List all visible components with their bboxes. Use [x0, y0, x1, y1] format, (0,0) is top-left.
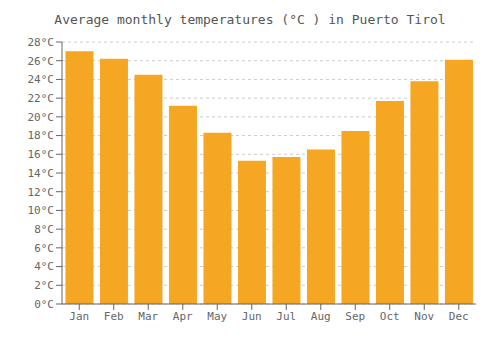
svg-text:Feb: Feb [104, 310, 124, 323]
svg-text:Nov: Nov [414, 310, 434, 323]
svg-text:Mar: Mar [138, 310, 158, 323]
svg-text:6°C: 6°C [34, 242, 54, 255]
svg-text:28°C: 28°C [28, 36, 55, 49]
svg-text:22°C: 22°C [28, 92, 55, 105]
svg-text:16°C: 16°C [28, 148, 55, 161]
svg-text:24°C: 24°C [28, 73, 55, 86]
svg-text:8°C: 8°C [34, 223, 54, 236]
svg-text:2°C: 2°C [34, 279, 54, 292]
svg-text:14°C: 14°C [28, 167, 55, 180]
svg-text:Aug: Aug [311, 310, 331, 323]
svg-text:Jun: Jun [242, 310, 262, 323]
svg-text:0°C: 0°C [34, 298, 54, 311]
svg-text:10°C: 10°C [28, 204, 55, 217]
svg-text:May: May [207, 310, 227, 323]
svg-text:Apr: Apr [173, 310, 193, 323]
svg-text:4°C: 4°C [34, 260, 54, 273]
svg-text:12°C: 12°C [28, 186, 55, 199]
svg-text:18°C: 18°C [28, 129, 55, 142]
svg-text:Jul: Jul [276, 310, 296, 323]
html-text:Average monthly temperatures (: Average monthly temperatures (°C ) in Pu… [54, 12, 446, 27]
svg-text:Jan: Jan [69, 310, 89, 323]
svg-text:Dec: Dec [449, 310, 469, 323]
svg-text:Oct: Oct [380, 310, 400, 323]
svg-text:20°C: 20°C [28, 111, 55, 124]
svg-text:26°C: 26°C [28, 55, 55, 68]
svg-text:Sep: Sep [345, 310, 365, 323]
